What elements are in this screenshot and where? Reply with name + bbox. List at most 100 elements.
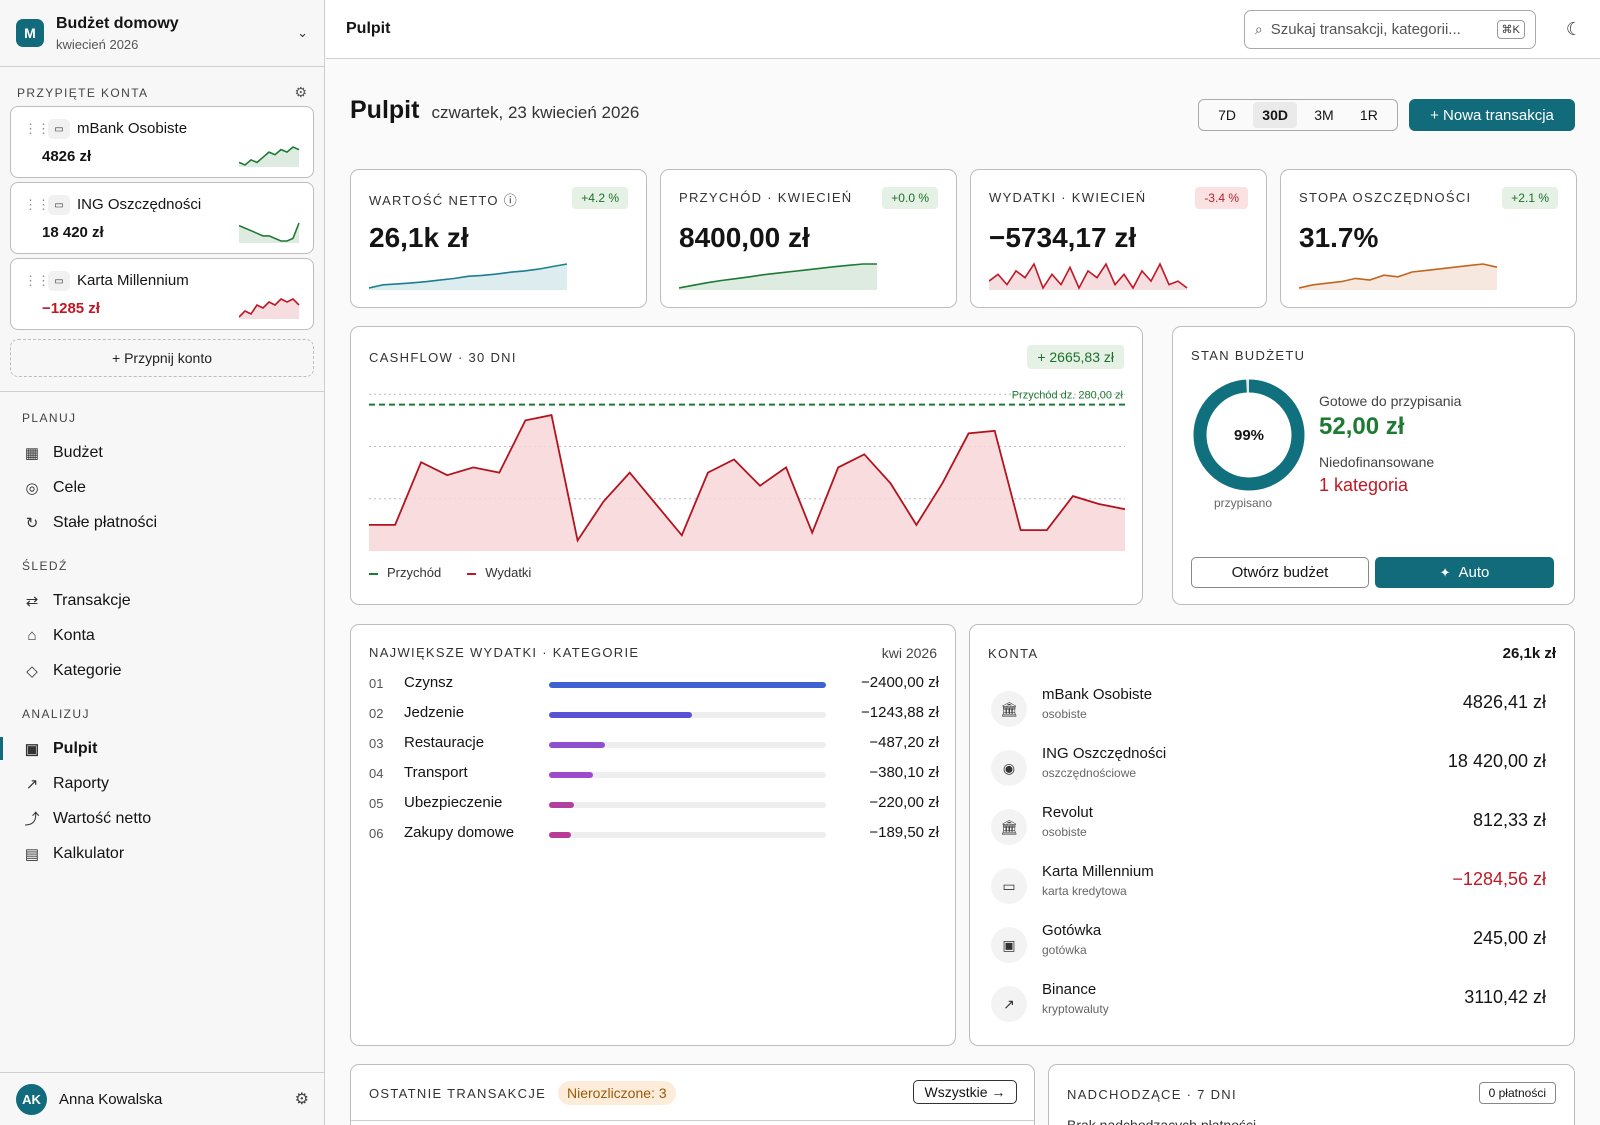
budget-progress-ring: 99% (1193, 379, 1305, 491)
account-balance: 245,00 zł (1472, 928, 1546, 948)
chevron-down-icon[interactable]: ⌄ (297, 25, 308, 40)
sidebar: M Budżet domowy kwiecień 2026 ⌄ PRZYPIĘT… (0, 0, 325, 1125)
sidebar-item-kategorie[interactable]: ◇ Kategorie (0, 653, 324, 688)
pinned-account-card[interactable]: ⋮⋮ ▭ ING Oszczędności 18 420 zł (10, 182, 314, 254)
category-rank: 03 (369, 736, 384, 751)
expense-category-row[interactable]: 02 Jedzenie −1243,88 zł (369, 703, 939, 727)
upcoming-count-badge: 0 płatności (1478, 1082, 1556, 1104)
piggy-bank-icon: ▭ (48, 195, 70, 215)
user-menu[interactable]: AK Anna Kowalska ⚙ (0, 1072, 325, 1125)
recent-label: OSTATNIE TRANSAKCJE (369, 1086, 547, 1101)
expense-category-row[interactable]: 06 Zakupy domowe −189,50 zł (369, 823, 939, 847)
sidebar-item-cele[interactable]: ◎ Cele (0, 470, 324, 505)
account-row[interactable]: 🏛 Revolut osobiste 812,33 zł (988, 801, 1552, 851)
account-row[interactable]: ▣ Gotówka gotówka 245,00 zł (988, 919, 1552, 969)
all-transactions-button[interactable]: Wszystkie → (913, 1080, 1017, 1104)
category-bar-track (549, 682, 826, 688)
kpi-label: PRZYCHÓD · KWIECIEŃ (679, 190, 853, 205)
sidebar-item-transakcje[interactable]: ⇄ Transakcje (0, 583, 324, 618)
accounts-total: 26,1k zł (1502, 645, 1556, 662)
new-transaction-button[interactable]: + Nowa transakcja (1409, 99, 1575, 131)
cashflow-chart: Przychód dz. 280,00 zł (369, 390, 1125, 551)
sidebar-item-label: Konta (53, 626, 95, 644)
kpi-label: WYDATKI · KWIECIEŃ (989, 190, 1147, 205)
ready-label: Gotowe do przypisania (1319, 393, 1462, 409)
kpi-card: WARTOŚĆ NETTO ⓘ +4.2 % 26,1k zł (350, 169, 647, 308)
avatar: AK (16, 1083, 47, 1115)
account-type: osobiste (1042, 825, 1087, 839)
sidebar-item-pulpit[interactable]: ▣ Pulpit (0, 731, 324, 766)
sidebar-item-stałe-płatności[interactable]: ↻ Stałe płatności (0, 505, 324, 540)
expense-category-row[interactable]: 05 Ubezpieczenie −220,00 zł (369, 793, 939, 817)
range-3m[interactable]: 3M (1314, 107, 1334, 123)
kpi-card: STOPA OSZCZĘDNOŚCI +2.1 % 31.7% (1280, 169, 1577, 308)
expense-category-row[interactable]: 03 Restauracje −487,20 zł (369, 733, 939, 757)
sidebar-item-raporty[interactable]: ↗ Raporty (0, 766, 324, 801)
nav-section-analyze: ANALIZUJ (22, 707, 90, 721)
nav-icon: ▤ (24, 845, 40, 863)
open-budget-button[interactable]: Otwórz budżet (1191, 557, 1369, 588)
drag-handle-icon[interactable]: ⋮⋮ (24, 121, 50, 136)
gear-icon[interactable]: ⚙ (294, 84, 307, 100)
account-type: osobiste (1042, 707, 1087, 721)
top-expenses-label: NAJWIĘKSZE WYDATKI · KATEGORIE (369, 645, 640, 660)
nav-icon: ▦ (24, 444, 40, 462)
sidebar-item-budżet[interactable]: ▦ Budżet (0, 435, 324, 470)
pinned-accounts-label: PRZYPIĘTE KONTA (17, 85, 149, 100)
sparkline-line (239, 146, 300, 166)
category-value: −220,00 zł (869, 794, 939, 811)
cashflow-label: CASHFLOW · 30 DNI (369, 350, 517, 365)
expense-category-row[interactable]: 04 Transport −380,10 zł (369, 763, 939, 787)
upcoming-empty-text: Brak nadchodzących płatności (1067, 1117, 1257, 1125)
drag-handle-icon[interactable]: ⋮⋮ (24, 273, 50, 288)
accounts-label: KONTA (988, 646, 1039, 661)
account-type: oszczędnościowe (1042, 766, 1137, 780)
category-value: −189,50 zł (869, 824, 939, 841)
account-type: kryptowaluty (1042, 1002, 1109, 1016)
sparkline-area (989, 264, 1187, 290)
kpi-change-badge: -3.4 % (1195, 187, 1248, 209)
sparkline-area (239, 223, 299, 243)
category-value: −1243,88 zł (861, 704, 939, 721)
category-rank: 02 (369, 706, 384, 721)
pinned-account-sparkline (239, 298, 300, 319)
account-row[interactable]: ↗ Binance kryptowaluty 3110,42 zł (988, 978, 1552, 1028)
kpi-sparkline (989, 262, 1188, 290)
range-7d[interactable]: 7D (1218, 107, 1237, 123)
category-name: Zakupy domowe (404, 824, 515, 841)
recent-transactions-card: OSTATNIE TRANSAKCJE Nierozliczone: 3 Wsz… (350, 1064, 1035, 1125)
pin-account-button[interactable]: + Przypnij konto (10, 339, 314, 377)
range-30d[interactable]: 30D (1253, 102, 1297, 128)
legend-income: Przychód (369, 565, 441, 580)
pinned-account-sparkline (239, 222, 300, 243)
moon-icon[interactable]: ☾ (1565, 18, 1582, 39)
magic-wand-icon: ✦ (1439, 564, 1451, 580)
pinned-account-card[interactable]: ⋮⋮ ▭ Karta Millennium −1285 zł (10, 258, 314, 330)
pinned-account-value: −1285 zł (42, 300, 100, 317)
account-row[interactable]: ▭ Karta Millennium karta kredytowa −1284,56… (988, 860, 1552, 910)
drag-handle-icon[interactable]: ⋮⋮ (24, 197, 50, 212)
category-name: Transport (404, 764, 468, 781)
category-rank: 01 (369, 676, 384, 691)
gear-icon[interactable]: ⚙ (294, 1091, 309, 1108)
account-row[interactable]: ◉ ING Oszczędności oszczędnościowe 18 420,0… (988, 742, 1552, 792)
unreconciled-badge: Nierozliczone: 3 (558, 1081, 676, 1105)
sidebar-item-kalkulator[interactable]: ▤ Kalkulator (0, 836, 324, 871)
kpi-value: 8400,00 zł (679, 222, 810, 253)
auto-budget-button[interactable]: ✦ Auto (1375, 557, 1554, 588)
account-row[interactable]: 🏛 mBank Osobiste osobiste 4826,41 zł (988, 683, 1552, 733)
expense-category-row[interactable]: 01 Czynsz −2400,00 zł (369, 673, 939, 697)
sparkline-line (679, 263, 877, 289)
workspace-switcher[interactable]: M Budżet domowy kwiecień 2026 ⌄ (0, 0, 324, 67)
search-input[interactable]: ⌕ Szukaj transakcji, kategorii... ⌘K (1243, 9, 1536, 49)
pinned-account-card[interactable]: ⋮⋮ ▭ mBank Osobiste 4826 zł (10, 106, 314, 178)
workspace-avatar: M (16, 19, 44, 47)
category-name: Ubezpieczenie (404, 794, 503, 811)
sidebar-item-konta[interactable]: ⌂ Konta (0, 618, 324, 653)
range-1r[interactable]: 1R (1359, 107, 1378, 123)
category-value: −380,10 zł (869, 764, 939, 781)
sidebar-item-wartość-netto[interactable]: ⤴ Wartość netto (0, 801, 324, 836)
search-placeholder: Szukaj transakcji, kategorii... (1270, 20, 1461, 38)
top-expenses-card: NAJWIĘKSZE WYDATKI · KATEGORIE kwi 2026 … (350, 624, 956, 1046)
sidebar-item-label: Cele (53, 478, 86, 496)
